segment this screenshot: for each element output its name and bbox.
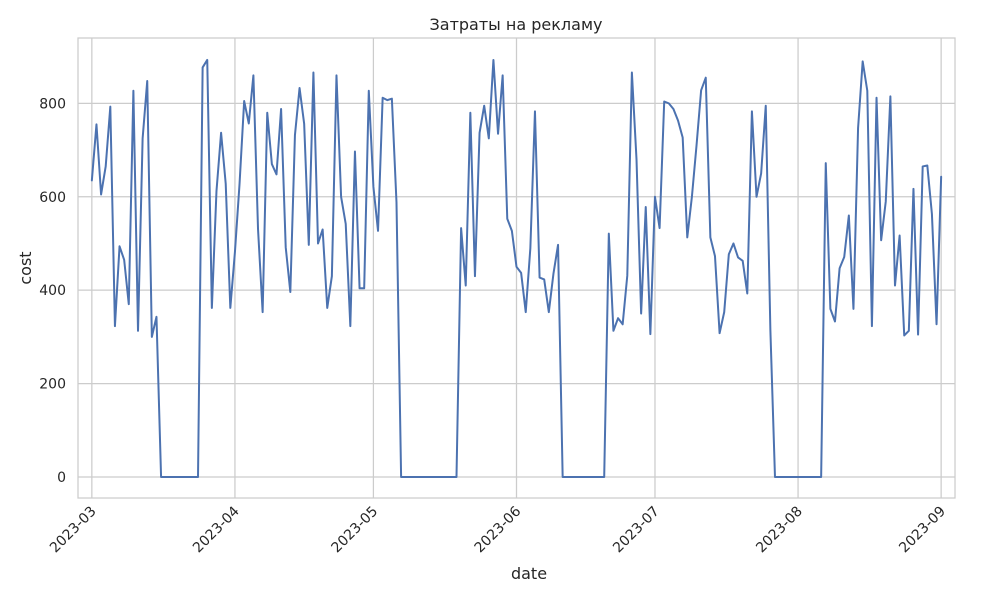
y-tick-label: 600 xyxy=(39,190,66,206)
x-gridlines xyxy=(91,38,942,498)
y-tick-label: 0 xyxy=(57,470,66,486)
series-line xyxy=(90,58,943,478)
x-axis-label: date xyxy=(511,564,547,583)
y-tick-label: 800 xyxy=(39,96,66,112)
y-tick-labels: 0 200 400 600 800 xyxy=(39,96,66,486)
y-tick-label: 200 xyxy=(39,377,66,393)
chart-title: Затраты на рекламу xyxy=(430,15,603,34)
y-axis-label: cost xyxy=(16,251,35,284)
series-layer xyxy=(90,58,943,478)
y-tick-label: 400 xyxy=(39,283,66,299)
